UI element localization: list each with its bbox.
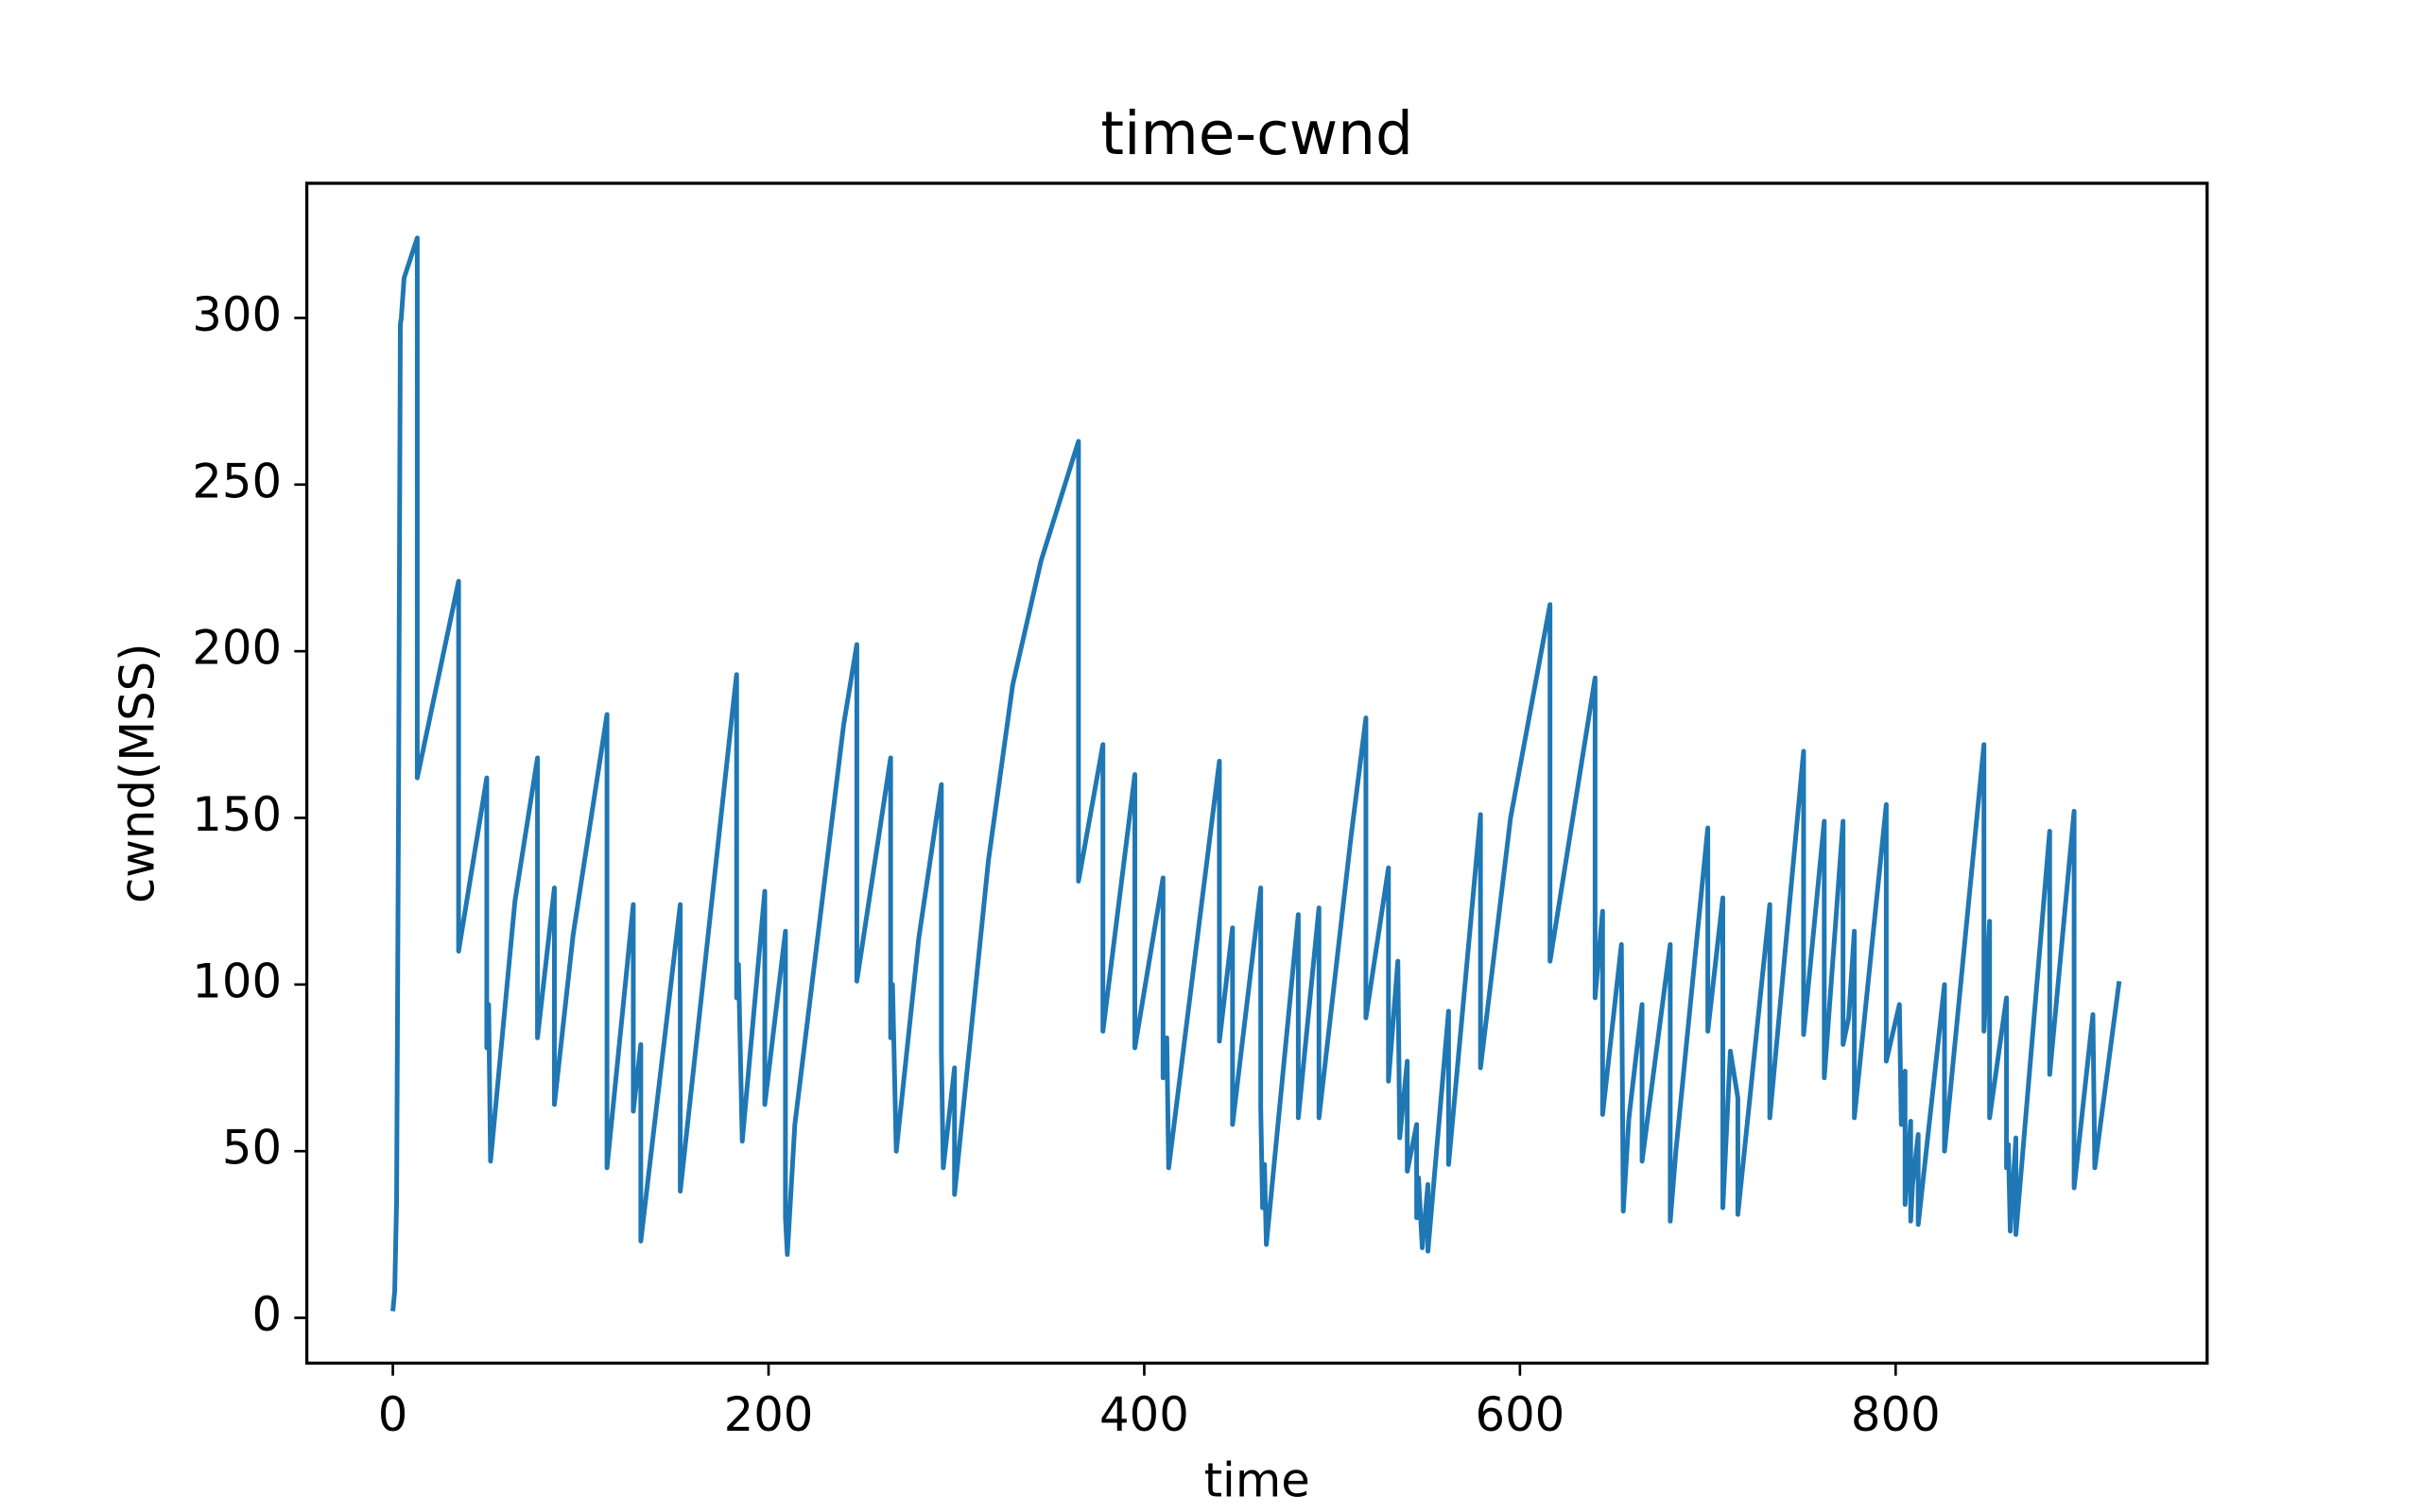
x-tick-label: 800	[1851, 1387, 1941, 1442]
y-tick-label: 150	[192, 787, 282, 842]
y-tick-label: 300	[192, 287, 282, 342]
plot-area	[390, 235, 2122, 1312]
y-axis-label: cwnd(MSS)	[111, 643, 165, 903]
y-tick-label: 100	[192, 954, 282, 1008]
data-line	[390, 235, 2122, 1312]
x-tick-label: 600	[1475, 1387, 1564, 1442]
x-axis-label: time	[1204, 1452, 1310, 1507]
x-tick-label: 0	[378, 1387, 408, 1442]
chart-title: time-cwnd	[1100, 99, 1413, 168]
y-tick-label: 250	[192, 454, 282, 508]
y-tick-label: 0	[251, 1287, 282, 1342]
y-tick-label: 200	[192, 621, 282, 676]
axes-frame	[304, 181, 2209, 1366]
y-tick-label: 50	[222, 1121, 282, 1176]
x-tick-label: 200	[724, 1387, 814, 1442]
x-tick-label: 400	[1099, 1387, 1189, 1442]
